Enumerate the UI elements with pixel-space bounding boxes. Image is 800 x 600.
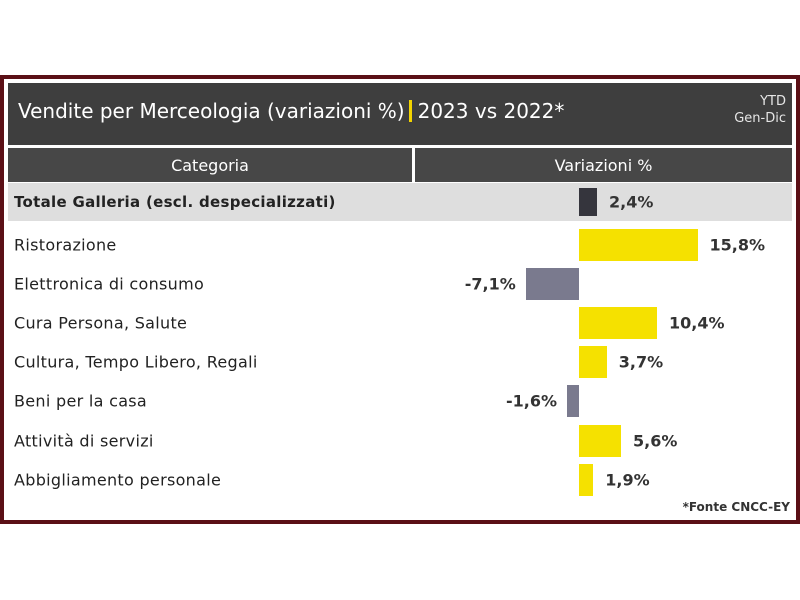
value-label-6: 5,6% (633, 431, 678, 451)
value-label-0: 2,4% (609, 192, 654, 212)
bar-0 (579, 188, 597, 216)
bar-7 (579, 464, 594, 496)
chart-frame: Vendite per Merceologia (variazioni %) 20… (0, 75, 800, 524)
chart-header: Vendite per Merceologia (variazioni %) 20… (8, 83, 792, 145)
category-label: Beni per la casa (14, 391, 148, 411)
title-main: Vendite per Merceologia (variazioni %) (18, 99, 405, 123)
period-label: YTD Gen-Dic (734, 93, 786, 127)
title-separator (408, 100, 412, 122)
value-label-4: 3,7% (618, 352, 664, 372)
category-label: Elettronica di consumo (14, 274, 205, 294)
value-label-5: -1,6% (505, 391, 557, 411)
title-years: 2023 vs 2022* (417, 99, 565, 123)
bar-3 (579, 307, 657, 339)
total-row-background (8, 183, 792, 221)
value-label-7: 1,9% (605, 470, 650, 490)
value-label-2: -7,1% (464, 274, 516, 294)
bar-6 (579, 425, 621, 457)
bar-4 (579, 346, 607, 378)
value-label-3: 10,4% (669, 313, 725, 333)
total-category-label: Totale Galleria (escl. despecializzati) (14, 193, 336, 211)
category-label: Cura Persona, Salute (14, 313, 188, 333)
bar-5 (567, 385, 579, 417)
category-label: Attività di servizi (14, 431, 154, 451)
value-label-1: 15,8% (709, 235, 766, 255)
category-label: Ristorazione (14, 235, 117, 255)
source-note: *Fonte CNCC-EY (682, 500, 790, 514)
chart-title: Vendite per Merceologia (variazioni %) 20… (18, 99, 564, 123)
period-line1: YTD (760, 94, 786, 109)
column-header-variation: Variazioni % (415, 148, 792, 182)
category-label: Abbigliamento personale (14, 470, 222, 490)
category-label: Cultura, Tempo Libero, Regali (14, 352, 258, 372)
column-headers: Categoria Variazioni % (8, 148, 792, 182)
bar-1 (579, 229, 698, 261)
period-line2: Gen-Dic (734, 111, 786, 126)
bar-2 (525, 268, 579, 300)
column-header-category: Categoria (8, 148, 412, 182)
